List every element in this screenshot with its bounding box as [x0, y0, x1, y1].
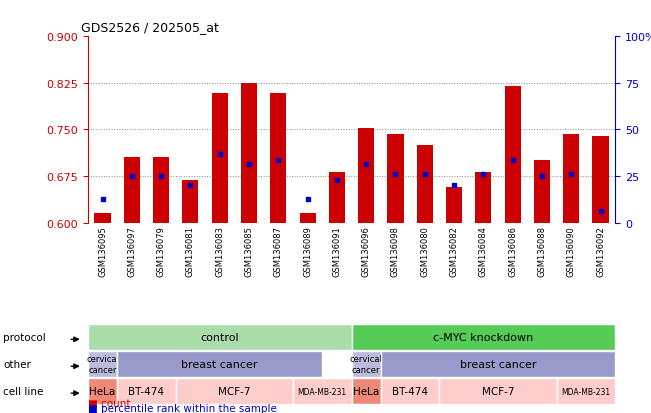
Text: ■ percentile rank within the sample: ■ percentile rank within the sample	[88, 404, 277, 413]
Bar	[475, 172, 492, 223]
Bar	[182, 181, 199, 223]
Bar	[94, 214, 111, 223]
Text: breast cancer: breast cancer	[182, 359, 258, 369]
Bar	[387, 135, 404, 223]
Text: BT-474: BT-474	[128, 386, 165, 396]
Bar	[417, 146, 433, 223]
Text: MCF-7: MCF-7	[482, 386, 514, 396]
Bar	[153, 158, 169, 223]
Bar	[534, 161, 550, 223]
Text: cervical
cancer: cervical cancer	[350, 355, 383, 374]
Text: cell line: cell line	[3, 386, 44, 396]
Bar	[563, 135, 579, 223]
Text: MDA-MB-231: MDA-MB-231	[561, 387, 611, 396]
Text: cervical
cancer: cervical cancer	[86, 355, 119, 374]
Text: control: control	[201, 332, 239, 342]
Text: ■ count: ■ count	[88, 398, 130, 408]
Bar	[592, 136, 609, 223]
Bar	[358, 129, 374, 223]
Bar	[241, 84, 257, 223]
Text: other: other	[3, 359, 31, 369]
Bar	[299, 214, 316, 223]
Text: c-MYC knockdown: c-MYC knockdown	[434, 332, 533, 342]
Bar	[212, 94, 228, 223]
Bar	[124, 158, 140, 223]
Text: BT-474: BT-474	[392, 386, 428, 396]
Text: MCF-7: MCF-7	[218, 386, 251, 396]
Text: HeLa: HeLa	[353, 386, 380, 396]
Text: GDS2526 / 202505_at: GDS2526 / 202505_at	[81, 21, 219, 33]
Bar	[329, 172, 345, 223]
Text: protocol: protocol	[3, 332, 46, 342]
Bar	[505, 87, 521, 223]
Bar	[446, 187, 462, 223]
Bar	[270, 94, 286, 223]
Text: MDA-MB-231: MDA-MB-231	[298, 387, 347, 396]
Text: HeLa: HeLa	[89, 386, 116, 396]
Text: breast cancer: breast cancer	[460, 359, 536, 369]
